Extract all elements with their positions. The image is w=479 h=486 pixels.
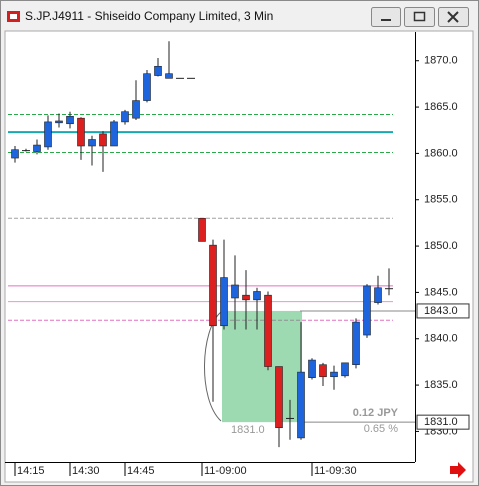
price-label: 1831.0 <box>424 416 458 428</box>
candle-body <box>66 116 74 125</box>
candle-body <box>33 144 41 152</box>
x-tick-label: 14:15 <box>17 465 45 477</box>
candle-body <box>154 65 162 76</box>
candle-body <box>198 217 206 242</box>
candle-body <box>121 111 129 123</box>
close-icon <box>447 11 459 23</box>
y-tick-label: 1845.0 <box>424 286 458 298</box>
y-tick-label: 1835.0 <box>424 379 458 391</box>
candle-body <box>242 294 250 301</box>
candle-body <box>165 73 173 79</box>
candle-body <box>88 139 96 147</box>
candle-body <box>297 371 305 439</box>
candle-body <box>319 364 327 378</box>
candle-body <box>77 117 85 147</box>
maximize-button[interactable] <box>404 7 435 27</box>
candle-body <box>132 100 140 119</box>
candle-body <box>220 277 228 327</box>
y-tick-label: 1865.0 <box>424 101 458 113</box>
candle-body <box>99 133 107 147</box>
candle-body <box>308 359 316 378</box>
y-tick-label: 1855.0 <box>424 194 458 206</box>
candle-body <box>143 73 151 101</box>
candle-body <box>330 371 338 378</box>
x-tick-label: 14:45 <box>127 465 155 477</box>
y-tick-label: 1840.0 <box>424 333 458 345</box>
candle-body <box>275 366 283 429</box>
x-tick-label: 11-09:00 <box>204 465 247 477</box>
y-tick-label: 1860.0 <box>424 147 458 159</box>
candle-body <box>341 362 349 377</box>
candle-body <box>231 284 239 299</box>
minimize-button[interactable] <box>371 7 401 27</box>
price-label-box <box>416 303 470 319</box>
candle-body <box>55 120 63 124</box>
price-label: 1843.0 <box>424 305 458 317</box>
y-tick-label: 1850.0 <box>424 240 458 252</box>
candle-body <box>253 291 261 301</box>
window-title: S.JP.J4911 - Shiseido Company Limited, 3… <box>25 9 273 23</box>
candle-body <box>352 321 360 365</box>
candle-body <box>264 294 272 367</box>
candle-body <box>11 149 19 159</box>
measure-low: 1831.0 <box>231 424 265 436</box>
app-icon-inner <box>10 14 17 19</box>
candle-body <box>110 121 118 147</box>
y-tick-label: 1870.0 <box>424 55 458 67</box>
measure-percent: 0.65 % <box>364 423 398 435</box>
plot: 1870.0 1865.0 1860.0 1855.0 1850.0 1845.0 1840… <box>8 41 470 477</box>
candle-body <box>44 121 52 148</box>
x-tick-label: 14:30 <box>72 465 100 477</box>
candle-body <box>209 244 217 327</box>
window-buttons[interactable] <box>371 7 469 27</box>
price-label-box <box>416 414 470 430</box>
maximize-icon <box>413 11 426 22</box>
candle-body <box>374 287 382 303</box>
measure-change: 0.12 JPY <box>353 407 399 419</box>
scroll-arrow[interactable] <box>450 462 466 478</box>
x-tick-label: 11-09:30 <box>314 465 357 477</box>
candle-body <box>363 285 371 336</box>
